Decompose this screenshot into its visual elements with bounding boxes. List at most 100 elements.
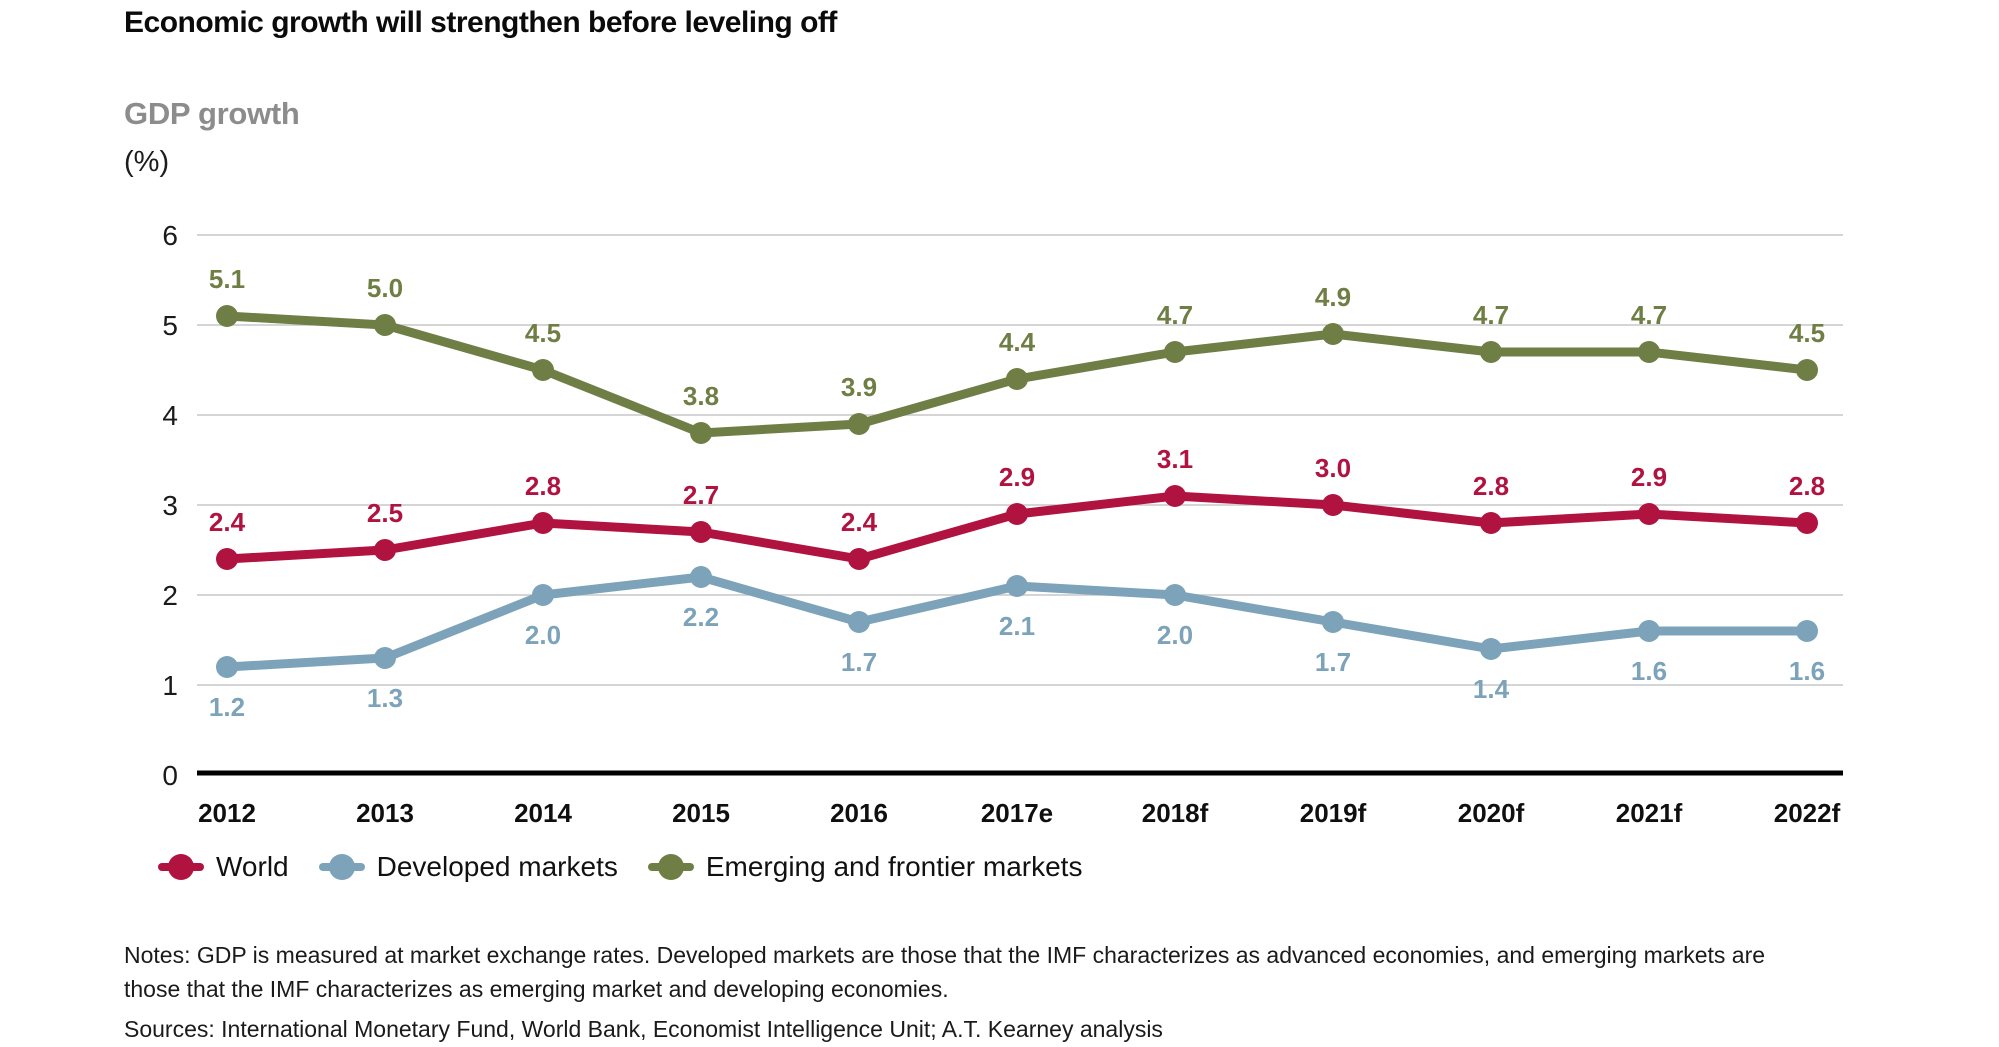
chart-sources: Sources: International Monetary Fund, Wo…	[124, 1016, 1163, 1042]
x-tick-label: 2021f	[1616, 798, 1683, 828]
x-tick-label: 2014	[514, 798, 572, 828]
data-label-developed-markets: 1.2	[209, 692, 245, 722]
data-point-emerging-and-frontier-markets	[690, 422, 712, 444]
data-point-developed-markets	[1322, 611, 1344, 633]
data-label-world: 2.8	[1789, 471, 1825, 501]
x-tick-label: 2016	[830, 798, 888, 828]
data-point-developed-markets	[1796, 620, 1818, 642]
y-tick-label: 2	[162, 580, 178, 611]
data-point-developed-markets	[1164, 584, 1186, 606]
legend-item-developed-markets: Developed markets	[318, 851, 618, 883]
legend-marker-dot	[657, 854, 684, 880]
data-point-world	[1322, 494, 1344, 516]
data-label-developed-markets: 2.0	[1157, 620, 1193, 650]
data-label-emerging-and-frontier-markets: 4.9	[1315, 282, 1351, 312]
data-label-developed-markets: 2.0	[525, 620, 561, 650]
data-label-world: 2.4	[209, 507, 246, 537]
data-point-world	[1006, 503, 1028, 525]
legend-item-world: World	[158, 851, 289, 883]
data-label-world: 2.8	[525, 471, 561, 501]
data-point-emerging-and-frontier-markets	[374, 314, 396, 336]
data-point-world	[690, 521, 712, 543]
x-tick-label: 2018f	[1142, 798, 1209, 828]
y-tick-label: 0	[162, 760, 178, 791]
data-point-world	[848, 548, 870, 570]
data-label-developed-markets: 1.3	[367, 683, 403, 713]
x-tick-label: 2015	[672, 798, 730, 828]
data-label-world: 3.0	[1315, 453, 1351, 483]
data-label-developed-markets: 1.7	[841, 647, 877, 677]
legend-label-emerging-markets: Emerging and frontier markets	[705, 851, 1083, 882]
legend-marker-world-icon	[158, 853, 204, 881]
y-tick-label: 6	[162, 220, 178, 251]
y-tick-label: 5	[162, 310, 178, 341]
x-tick-label: 2019f	[1300, 798, 1367, 828]
data-point-developed-markets	[848, 611, 870, 633]
data-label-developed-markets: 2.1	[999, 611, 1035, 641]
y-tick-label: 1	[162, 670, 178, 701]
data-point-developed-markets	[1638, 620, 1660, 642]
data-label-world: 2.7	[683, 480, 719, 510]
data-point-developed-markets	[690, 566, 712, 588]
chart-notes: Notes: GDP is measured at market exchang…	[124, 942, 1766, 1002]
data-point-world	[374, 539, 396, 561]
data-label-emerging-and-frontier-markets: 4.7	[1631, 300, 1667, 330]
legend-marker-emerging-icon	[647, 853, 694, 881]
data-label-world: 2.5	[367, 498, 403, 528]
x-tick-label: 2017e	[981, 798, 1053, 828]
data-label-world: 2.9	[999, 462, 1035, 492]
chart-legend: World Developed markets Emerging and fro…	[158, 845, 1082, 889]
data-point-world	[1164, 485, 1186, 507]
legend-label-developed-markets: Developed markets	[376, 851, 618, 882]
data-label-developed-markets: 2.2	[683, 602, 719, 632]
chart-subtitle: GDP growth	[124, 96, 300, 131]
data-label-world: 2.8	[1473, 471, 1509, 501]
data-label-developed-markets: 1.6	[1631, 656, 1667, 686]
legend-item-emerging-markets: Emerging and frontier markets	[647, 851, 1083, 883]
data-point-world	[1638, 503, 1660, 525]
data-label-emerging-and-frontier-markets: 4.7	[1473, 300, 1509, 330]
data-point-world	[532, 512, 554, 534]
data-label-emerging-and-frontier-markets: 4.7	[1157, 300, 1193, 330]
data-label-world: 3.1	[1157, 444, 1193, 474]
legend-marker-developed-icon	[318, 853, 365, 881]
chart-unit-label: (%)	[124, 146, 170, 178]
data-point-emerging-and-frontier-markets	[1006, 368, 1028, 390]
x-tick-label: 2013	[356, 798, 414, 828]
data-label-developed-markets: 1.7	[1315, 647, 1351, 677]
data-label-emerging-and-frontier-markets: 4.5	[1789, 318, 1825, 348]
x-tick-label: 2022f	[1774, 798, 1841, 828]
x-tick-label: 2012	[198, 798, 256, 828]
data-label-world: 2.9	[1631, 462, 1667, 492]
data-label-emerging-and-frontier-markets: 3.8	[683, 381, 719, 411]
y-tick-label: 4	[162, 400, 178, 431]
data-point-emerging-and-frontier-markets	[848, 413, 870, 435]
data-point-developed-markets	[1006, 575, 1028, 597]
data-point-developed-markets	[532, 584, 554, 606]
data-point-emerging-and-frontier-markets	[1638, 341, 1660, 363]
data-label-world: 2.4	[841, 507, 878, 537]
data-point-emerging-and-frontier-markets	[532, 359, 554, 381]
data-point-emerging-and-frontier-markets	[1480, 341, 1502, 363]
legend-marker-dot	[328, 854, 355, 880]
y-tick-label: 3	[162, 490, 178, 521]
data-point-world	[1480, 512, 1502, 534]
legend-marker-dot	[168, 854, 194, 880]
data-point-developed-markets	[216, 656, 238, 678]
data-label-developed-markets: 1.4	[1473, 674, 1510, 704]
data-point-emerging-and-frontier-markets	[216, 305, 238, 327]
data-label-emerging-and-frontier-markets: 5.0	[367, 273, 403, 303]
data-point-emerging-and-frontier-markets	[1164, 341, 1186, 363]
data-point-world	[216, 548, 238, 570]
x-tick-label: 2020f	[1458, 798, 1525, 828]
chart-title: Economic growth will strengthen before l…	[124, 6, 837, 39]
data-label-emerging-and-frontier-markets: 4.4	[999, 327, 1036, 357]
data-point-emerging-and-frontier-markets	[1796, 359, 1818, 381]
data-label-emerging-and-frontier-markets: 3.9	[841, 372, 877, 402]
data-label-emerging-and-frontier-markets: 5.1	[209, 264, 245, 294]
data-point-developed-markets	[374, 647, 396, 669]
data-point-developed-markets	[1480, 638, 1502, 660]
legend-label-world: World	[216, 851, 289, 882]
